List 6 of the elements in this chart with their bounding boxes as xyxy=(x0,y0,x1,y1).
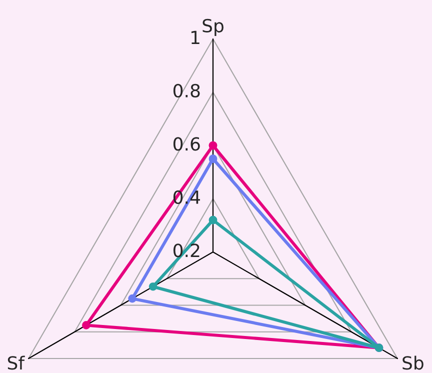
y-tick-label: 1 xyxy=(191,30,200,44)
spoke-label: Sb xyxy=(402,356,424,370)
spoke-label: Sp xyxy=(202,18,224,36)
y-tick-label: 0.8 xyxy=(173,84,200,98)
spoke-label: Sf xyxy=(8,356,25,370)
y-tick-label: 0.6 xyxy=(173,137,200,151)
